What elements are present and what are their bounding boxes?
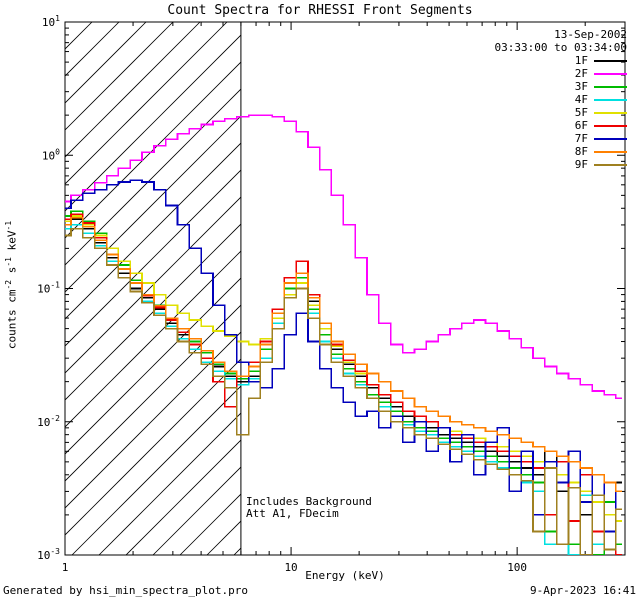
y-tick-label: 10-3 (37, 547, 60, 562)
legend-label: 9F (574, 158, 588, 171)
obs-time-range: 03:33:00 to 03:34:00 (494, 41, 627, 54)
legend-label: 3F (574, 80, 588, 93)
generator-credit: Generated by hsi_min_spectra_plot.pro (3, 584, 249, 597)
legend-entries: 1F 2F 3F 4F 5F 6F 7F 8F 9F (495, 54, 627, 171)
series-9F (65, 228, 622, 555)
chart-title: Count Spectra for RHESSI Front Segments (167, 3, 473, 18)
legend-entry: 6F (495, 119, 627, 132)
render-timestamp: 9-Apr-2023 16:41 (530, 584, 636, 597)
y-tick-label: 10-1 (37, 281, 60, 296)
legend-color-line (594, 85, 627, 88)
y-tick-label: 10-2 (37, 414, 60, 429)
legend-color-line (594, 137, 627, 140)
legend-entry: 9F (495, 158, 627, 171)
y-label-text-2: s (5, 266, 19, 280)
legend-color-line (594, 124, 627, 127)
legend-color-line (594, 59, 627, 62)
legend-entry: 7F (495, 132, 627, 145)
y-label-text-1: counts cm (5, 289, 19, 350)
x-axis-label: Energy (keV) (305, 569, 385, 582)
y-axis-label: counts cm-2 s-1 keV-1 (4, 180, 19, 390)
legend: 13-Sep-2002 03:33:00 to 03:34:00 1F 2F 3F 4… (495, 28, 627, 171)
legend-label: 8F (574, 145, 588, 158)
legend-color-line (594, 72, 627, 75)
legend-color-line (594, 150, 627, 153)
y-label-sup-1: -2 (4, 279, 13, 290)
plot-annotation: Includes Background Att A1, FDecim (246, 496, 372, 520)
y-label-text-3: keV (5, 230, 19, 257)
obs-date: 13-Sep-2002 (554, 28, 627, 41)
legend-entry: 8F (495, 145, 627, 158)
series-8F (65, 216, 622, 493)
legend-label: 7F (574, 132, 588, 145)
legend-label: 4F (574, 93, 588, 106)
y-label-sup-3: -1 (4, 220, 13, 231)
y-tick-label: 100 (42, 147, 60, 162)
series-7F (65, 179, 622, 533)
annotation-background: Includes Background (246, 495, 372, 508)
legend-label: 5F (574, 106, 588, 119)
x-tick-label: 100 (507, 561, 527, 574)
legend-label: 2F (574, 67, 588, 80)
x-tick-label: 10 (284, 561, 297, 574)
legend-label: 1F (574, 54, 588, 67)
legend-entry: 5F (495, 106, 627, 119)
annotation-attenuator: Att A1, FDecim (246, 507, 339, 520)
series-2F (65, 114, 622, 400)
legend-entry: 2F (495, 67, 627, 80)
legend-color-line (594, 163, 627, 166)
legend-label: 6F (574, 119, 588, 132)
legend-color-line (594, 98, 627, 101)
legend-color-line (594, 111, 627, 114)
x-tick-label: 1 (62, 561, 69, 574)
legend-entry: 1F (495, 54, 627, 67)
legend-entry: 4F (495, 93, 627, 106)
legend-entry: 3F (495, 80, 627, 93)
y-label-sup-2: -1 (4, 257, 13, 267)
